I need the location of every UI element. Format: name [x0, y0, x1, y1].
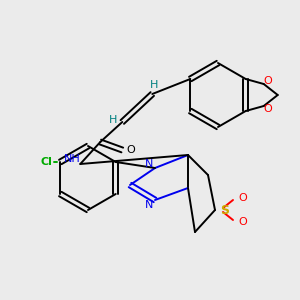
Text: S: S — [220, 203, 230, 217]
Text: Cl: Cl — [40, 157, 52, 167]
Text: H: H — [109, 115, 118, 125]
Text: N: N — [145, 200, 153, 210]
Text: O: O — [126, 145, 135, 155]
Text: NH: NH — [64, 154, 81, 164]
Text: O: O — [238, 217, 247, 227]
Text: N: N — [145, 159, 153, 169]
Text: H: H — [150, 80, 158, 90]
Text: O: O — [238, 193, 247, 203]
Text: O: O — [263, 76, 272, 86]
Text: O: O — [263, 104, 272, 114]
